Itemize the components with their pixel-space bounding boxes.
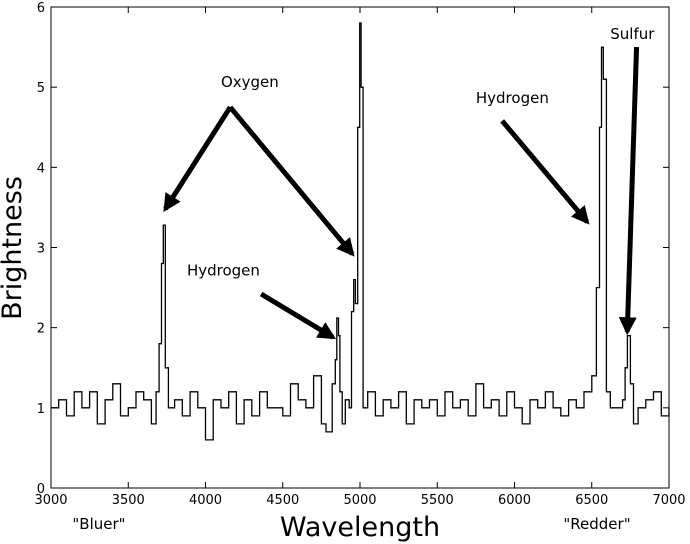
annotation-arrow-2-0	[500, 119, 590, 225]
annotation-layer: Oxygen Hydrogen Hydrogen Sulfur	[163, 25, 655, 340]
annotation-arrow-3-0	[618, 47, 640, 336]
y-tick-label-5: 5	[37, 81, 45, 96]
y-axis-title: Brightness	[0, 176, 28, 320]
x-tick-label-3: 4500	[266, 493, 299, 508]
x-tick-label-6: 6000	[498, 493, 531, 508]
x-tick-label-7: 6500	[575, 493, 608, 508]
x-axis-title: Wavelength	[280, 512, 440, 543]
x-tick-label-0: 3000	[34, 493, 67, 508]
y-tick-label-3: 3	[37, 242, 45, 257]
x-tick-label-8: 7000	[652, 493, 685, 508]
y-tick-label-1: 1	[37, 402, 45, 417]
y-tick-label-0: 0	[37, 482, 45, 497]
x-tick-label-2: 4000	[189, 493, 222, 508]
x-tick-label-4: 5000	[343, 493, 376, 508]
y-tick-label-6: 6	[37, 1, 45, 16]
annotation-label-1: Hydrogen	[187, 262, 260, 280]
annotation-label-3: Sulfur	[610, 25, 655, 43]
spectrum-line-0	[51, 22, 670, 441]
x-tick-label-1: 3500	[112, 493, 145, 508]
y-tick-label-4: 4	[37, 161, 45, 176]
x-tick-label-5: 5500	[421, 493, 454, 508]
axis-layer: 3000 3500 4000 4500 5000 5500 6000 6500 7000 0 1 2 3…	[34, 1, 685, 508]
redder-label: "Redder"	[563, 515, 630, 533]
annotation-arrow-1-0	[259, 291, 337, 340]
annotation-label-0: Oxygen	[221, 73, 279, 91]
y-tick-label-2: 2	[37, 322, 45, 337]
bluer-label: "Bluer"	[72, 515, 125, 533]
annotation-arrow-0-1	[228, 105, 355, 257]
annotation-arrow-0-0	[163, 105, 233, 213]
data-layer	[51, 22, 670, 441]
annotation-label-2: Hydrogen	[476, 89, 549, 107]
